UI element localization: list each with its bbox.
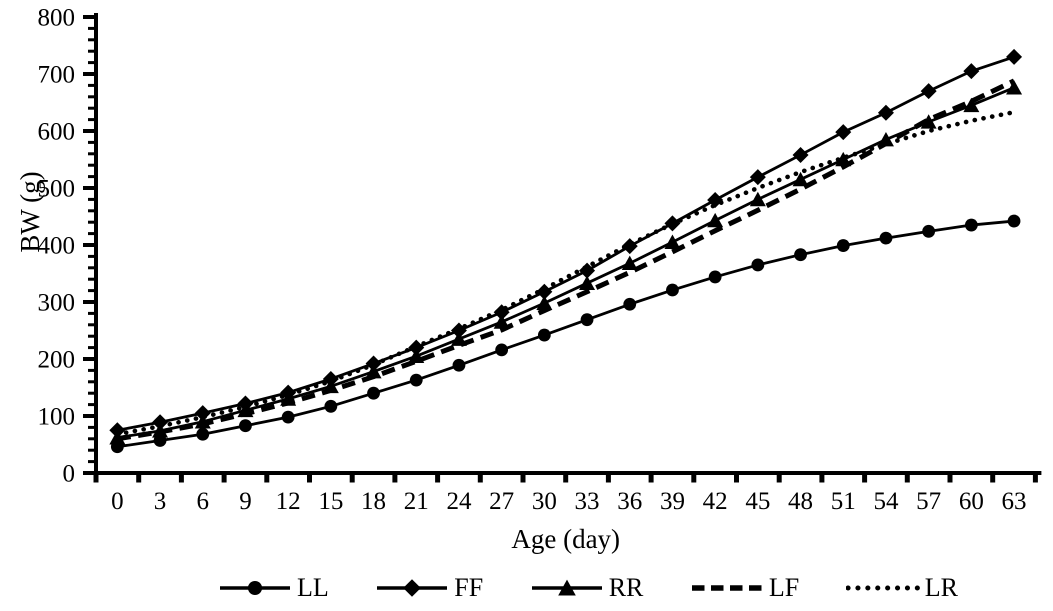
legend-item-ll: LL — [218, 575, 329, 601]
svg-text:600: 600 — [38, 119, 76, 146]
svg-text:51: 51 — [831, 488, 856, 515]
legend-label: LR — [924, 573, 958, 602]
svg-text:Age (day): Age (day) — [511, 524, 620, 554]
chart-legend: LL FF RR LF LR — [218, 571, 958, 605]
svg-text:700: 700 — [38, 62, 76, 89]
svg-text:3: 3 — [154, 488, 167, 515]
svg-text:12: 12 — [276, 488, 301, 515]
svg-text:800: 800 — [38, 5, 76, 32]
svg-text:21: 21 — [404, 488, 429, 515]
svg-text:200: 200 — [38, 347, 76, 374]
svg-text:24: 24 — [446, 488, 472, 515]
svg-text:60: 60 — [959, 488, 984, 515]
svg-text:57: 57 — [916, 488, 941, 515]
svg-text:BW (g): BW (g) — [15, 171, 45, 252]
legend-item-rr: RR — [530, 573, 644, 602]
legend-swatch-lf-dashed-line-icon — [691, 585, 762, 591]
svg-text:33: 33 — [575, 488, 600, 515]
legend-swatch-ff-diamond-icon — [377, 579, 448, 597]
svg-text:300: 300 — [38, 290, 76, 317]
svg-text:400: 400 — [38, 233, 76, 260]
svg-text:45: 45 — [745, 488, 770, 515]
svg-text:500: 500 — [38, 176, 76, 203]
svg-text:36: 36 — [617, 488, 642, 515]
svg-text:0: 0 — [63, 461, 76, 488]
svg-text:100: 100 — [38, 404, 76, 431]
svg-text:39: 39 — [660, 488, 685, 515]
legend-label: FF — [454, 573, 484, 602]
legend-label: RR — [608, 573, 644, 602]
svg-text:15: 15 — [318, 488, 343, 515]
svg-text:27: 27 — [489, 488, 514, 515]
legend-label: LF — [768, 573, 800, 602]
legend-label: LL — [297, 573, 329, 602]
svg-text:48: 48 — [788, 488, 813, 515]
svg-text:18: 18 — [361, 488, 386, 515]
legend-item-ff: FF — [375, 575, 483, 601]
svg-text:0: 0 — [111, 488, 124, 515]
legend-swatch-rr-triangle-icon — [531, 579, 602, 596]
svg-text:30: 30 — [532, 488, 557, 515]
svg-text:9: 9 — [239, 488, 252, 515]
legend-item-lr: LR — [845, 573, 958, 602]
svg-text:42: 42 — [703, 488, 728, 515]
legend-item-lf: LF — [690, 575, 799, 601]
svg-text:63: 63 — [1002, 488, 1027, 515]
legend-swatch-lr-dotted-line-icon — [845, 585, 920, 591]
svg-text:6: 6 — [197, 488, 210, 515]
legend-swatch-ll-circle-icon — [220, 580, 290, 596]
svg-text:54: 54 — [873, 488, 899, 515]
